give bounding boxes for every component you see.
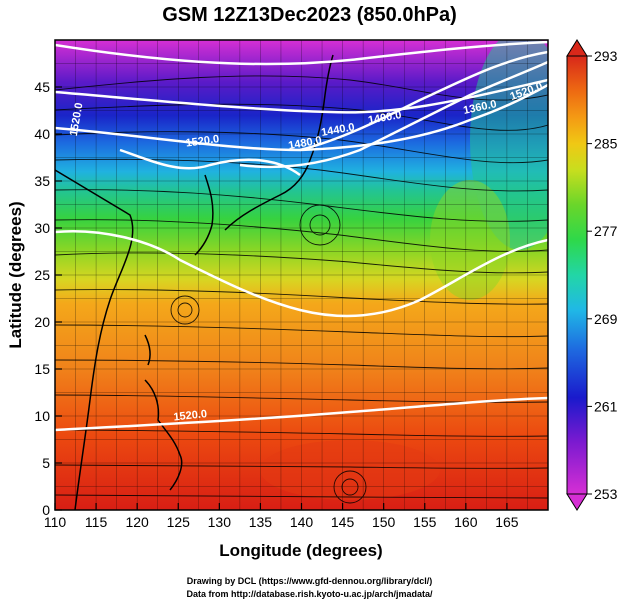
contour-label: 1480.0	[287, 134, 322, 152]
y-tick-label: 5	[42, 455, 50, 471]
credit-line-dcl: Drawing by DCL (https://www.gfd-dennou.o…	[186, 576, 433, 586]
y-tick-label: 35	[34, 173, 50, 189]
colorbar-ticks: 293 285 277 269 261 253	[587, 48, 618, 502]
y-axis-label: Latitude (degrees)	[6, 201, 25, 348]
colorbar-gradient	[566, 55, 588, 495]
x-tick-label: 165	[495, 514, 519, 530]
x-tick-label: 135	[249, 514, 273, 530]
colorbar: 293 285 277 269 261 253	[566, 39, 618, 511]
credit-line-data: Data from http://database.rish.kyoto-u.a…	[186, 589, 433, 599]
x-tick-label: 120	[125, 514, 149, 530]
y-axis-ticks: 0 5 10 15 20 25 30 35 40 45	[34, 79, 62, 518]
warm-spot-south	[260, 440, 440, 500]
contour-label: 1520.0	[173, 408, 208, 423]
colorbar-top-arrow	[566, 39, 588, 57]
x-tick-label: 140	[290, 514, 314, 530]
warm-tongue-east	[430, 180, 510, 300]
colorbar-tick-label: 253	[594, 486, 618, 502]
x-axis-ticks: 110 115 120 125 130 135 140 145 150 155 160 165	[44, 503, 519, 530]
contour-label: 1400.0	[367, 109, 402, 127]
x-tick-label: 130	[208, 514, 232, 530]
x-tick-label: 155	[413, 514, 437, 530]
philippines-coastline	[144, 379, 183, 491]
taiwan-coastline	[144, 334, 151, 366]
plot-title: GSM 12Z13Dec2023 (850.0hPa)	[162, 4, 457, 26]
y-tick-label: 40	[34, 126, 50, 142]
y-tick-label: 10	[34, 408, 50, 424]
y-tick-label: 0	[42, 502, 50, 518]
x-tick-label: 115	[85, 514, 108, 530]
height-contours	[55, 40, 548, 432]
colorbar-bottom-arrow	[566, 493, 588, 511]
colorbar-tick-label: 293	[594, 48, 618, 64]
contour-label: 1520.0	[68, 102, 86, 137]
x-tick-label: 110	[44, 514, 67, 530]
y-tick-label: 25	[34, 267, 50, 283]
korea-coastline	[194, 174, 214, 256]
x-tick-label: 150	[372, 514, 396, 530]
colorbar-tick-label: 277	[594, 223, 618, 239]
colorbar-tick-label: 261	[594, 398, 618, 414]
x-axis-label: Longitude (degrees)	[219, 541, 382, 560]
x-tick-label: 125	[167, 514, 191, 530]
japan-coastline	[224, 54, 334, 231]
colorbar-tick-label: 285	[594, 136, 618, 152]
asia-coastline	[55, 169, 134, 510]
contour-label: 1520.0	[185, 133, 220, 150]
y-tick-label: 15	[34, 361, 50, 377]
colorbar-tick-label: 269	[594, 311, 618, 327]
y-tick-label: 20	[34, 314, 50, 330]
y-tick-label: 30	[34, 220, 50, 236]
x-tick-label: 160	[454, 514, 478, 530]
x-tick-label: 145	[331, 514, 355, 530]
y-tick-label: 45	[34, 79, 50, 95]
contour-label: 1440.0	[320, 121, 355, 139]
